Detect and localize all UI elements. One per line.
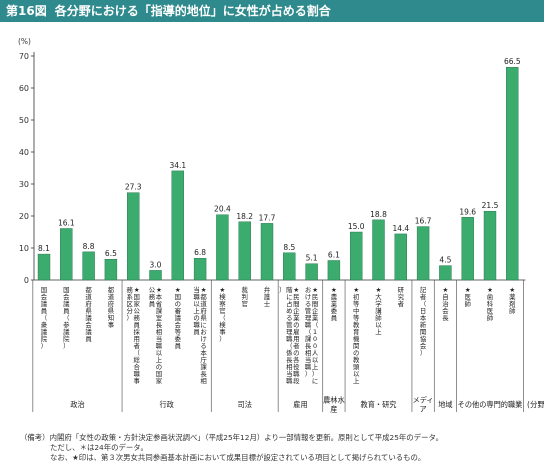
bar-value-label: 19.6 <box>459 207 476 216</box>
note-source: （備考）内閣府「女性の政策・方針決定参画状況調べ」（平成25年12月）より一部情… <box>20 433 444 442</box>
bar <box>37 253 51 281</box>
bar-chart: (%) 0 10 20 30 40 50 60 70 8.1 16.1 8.8 6.5 27.3 3.0 3… <box>18 37 544 414</box>
bar-value-label: 16.7 <box>415 217 432 226</box>
bar-value-label: 16.1 <box>58 218 75 227</box>
y-tick-label: 30 <box>19 180 29 189</box>
group-name: 農林水産 <box>323 396 345 414</box>
bar-value-label: 17.7 <box>259 213 276 222</box>
bar <box>483 210 497 281</box>
bar <box>394 233 407 281</box>
bar-category-label: 記者（日本新聞協会） <box>420 285 427 357</box>
bar-category-label: 都道府県知事 <box>108 286 115 329</box>
bar-category-label: ★本省課室長相当職以上の国家公務員 <box>149 286 163 385</box>
bar-value-label: 21.5 <box>482 201 499 210</box>
bar <box>171 170 185 281</box>
bar-category-label: ★自治会長 <box>442 286 449 322</box>
group-name: 雇用 <box>293 400 307 409</box>
bar-category-label: 国会議員（衆議院） <box>41 286 48 350</box>
note-exception: ただし、＊は24年のデータ。 <box>50 443 148 452</box>
group-name: 教育・研究 <box>361 400 397 409</box>
bar-category-label: ★都道府県における本庁課長相当職以上の職員 <box>193 285 207 385</box>
bar <box>126 192 140 281</box>
bar-category-label: ★民間企業（ 1 0 0 人以上）における管理職（課長相当職） <box>305 286 319 385</box>
bar-category-label: ★国の審議会等委員 <box>175 286 182 350</box>
bar <box>416 226 430 281</box>
bar-value-label: 18.2 <box>236 212 253 221</box>
bar <box>350 231 363 281</box>
bar-value-label: 6.1 <box>328 250 340 259</box>
bar-category-label: ★検察官（検事） <box>219 286 226 343</box>
bar <box>193 258 207 281</box>
y-axis-unit: (%) <box>18 37 31 46</box>
bar <box>327 260 341 281</box>
bar-category-label: ★歯科医師 <box>487 286 494 322</box>
bar-value-label: 15.0 <box>348 222 365 231</box>
bar <box>216 214 229 281</box>
figure-number: 第16図 <box>6 4 47 18</box>
bar-category-label: 国会議員（参議院） <box>63 286 70 350</box>
group-name: 地域 <box>438 400 452 409</box>
bar-category-label: ★医師 <box>465 286 472 308</box>
bar <box>104 258 118 281</box>
bar-value-label: 3.0 <box>150 260 162 269</box>
bar-category-label: 都道府県議会議員 <box>85 286 92 343</box>
bar-value-label: 4.5 <box>439 256 451 265</box>
group-name: その他の専門的職業 <box>458 400 523 409</box>
y-tick-label: 60 <box>19 84 29 93</box>
bar-category-label: ★薬剤師 <box>509 286 516 315</box>
bar-value-label: 6.5 <box>105 249 117 258</box>
bar <box>372 219 385 281</box>
bars: 8.1 16.1 8.8 6.5 27.3 3.0 34.1 6.8 20.4 18.2 17.7 8… <box>37 57 521 281</box>
bar-value-label: 8.1 <box>38 244 50 253</box>
y-tick-label: 50 <box>19 116 29 125</box>
bar-value-label: 66.5 <box>504 57 521 66</box>
bar-value-label: 20.4 <box>214 205 231 214</box>
bar <box>305 263 318 281</box>
bar-category-label: ★大学講師以上 <box>375 286 382 336</box>
bar <box>461 217 474 281</box>
bar-value-label: 34.1 <box>169 161 186 170</box>
group-name: 行政 <box>159 400 173 409</box>
bar-value-label: 5.1 <box>306 254 318 263</box>
bar <box>439 265 452 281</box>
bar-category-label: 裁判官 <box>242 285 249 308</box>
bar <box>238 221 251 281</box>
bar-category-labels: 国会議員（衆議院） 国会議員（参議院） 都道府県議会議員 都道府県知事 ★国家公務員採用… <box>41 285 516 385</box>
figure-title-bar: 第16図 各分野における「指導的地位」に女性が占める割合 <box>0 0 544 22</box>
bar-category-label: ★国家公務員採用者（総合職事務系区分） <box>127 285 141 385</box>
bar-value-label: 6.8 <box>194 248 206 257</box>
bar <box>82 251 95 281</box>
y-tick-label: 40 <box>19 148 29 157</box>
y-tick-label: 10 <box>19 244 29 253</box>
category-axis-label: (分野) <box>527 400 544 409</box>
bar-value-label: 27.3 <box>125 183 142 192</box>
y-tick-label: 20 <box>19 212 29 221</box>
bar-value-label: 18.8 <box>370 210 387 219</box>
group-name: メディア <box>413 396 434 414</box>
bar <box>149 270 162 281</box>
y-tick-label: 0 <box>24 276 29 285</box>
bar-category-label: 弁護士 <box>264 285 271 308</box>
note-star-meaning: なお、★印は、第３次男女共同参画基本計画において成果目標が設定されている項目とし… <box>50 453 426 462</box>
bar-value-label: 8.8 <box>83 242 95 251</box>
bar-category-label: 研究者 <box>398 286 405 308</box>
bar <box>283 252 296 281</box>
bar-category-label: ★農業委員 <box>331 286 338 322</box>
group-name: 政治 <box>70 400 84 409</box>
bar-category-label: ★民間企業の雇用者の各役職段階に占める管理職（係長相当職） <box>279 285 300 385</box>
bar <box>60 228 73 281</box>
figure-title: 各分野における「指導的地位」に女性が占める割合 <box>54 4 331 18</box>
bar-value-label: 8.5 <box>283 243 295 252</box>
group-name: 司法 <box>238 400 252 409</box>
bar <box>506 67 519 281</box>
bar <box>260 223 274 281</box>
y-tick-label: 70 <box>19 52 29 61</box>
bar-value-label: 14.4 <box>392 224 409 233</box>
bar-category-label: ★初等中等教育機関の教頭以上 <box>353 286 360 385</box>
